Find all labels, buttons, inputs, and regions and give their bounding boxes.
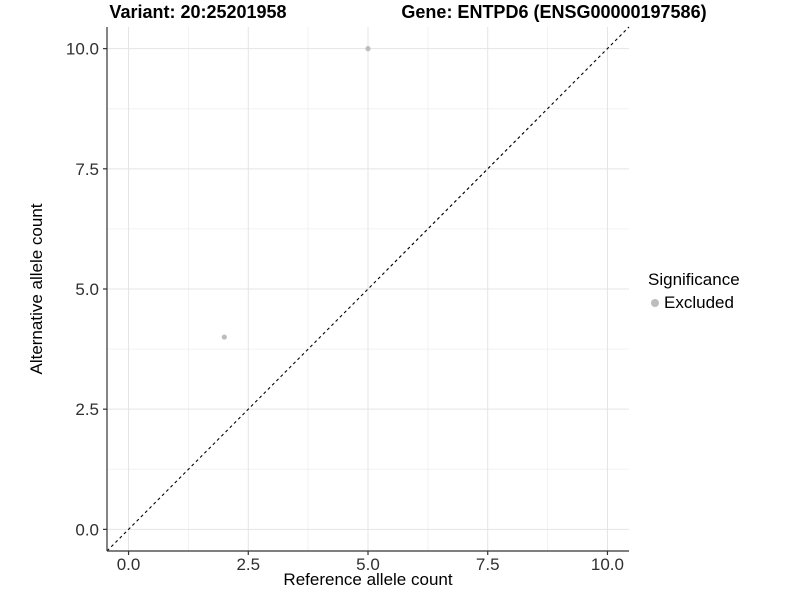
x-tick-label: 5.0 bbox=[356, 555, 380, 574]
x-tick-label: 7.5 bbox=[476, 555, 500, 574]
legend-item-label: Excluded bbox=[664, 293, 734, 312]
legend-title: Significance bbox=[648, 270, 740, 289]
y-axis-title: Alternative allele count bbox=[27, 203, 46, 375]
y-tick-label: 2.5 bbox=[75, 400, 99, 419]
x-axis-title: Reference allele count bbox=[283, 570, 453, 589]
y-tick-label: 0.0 bbox=[75, 520, 99, 539]
legend-item-excluded: Excluded bbox=[648, 293, 740, 313]
legend: Significance Excluded bbox=[648, 270, 740, 313]
data-point bbox=[221, 334, 227, 340]
x-tick-label: 10.0 bbox=[591, 555, 624, 574]
x-tick-label: 0.0 bbox=[117, 555, 141, 574]
y-tick-label: 10.0 bbox=[66, 40, 99, 59]
y-tick-label: 5.0 bbox=[75, 280, 99, 299]
excluded-point-icon bbox=[651, 299, 659, 307]
x-tick-label: 2.5 bbox=[236, 555, 260, 574]
gene-title: Gene: ENTPD6 (ENSG00000197586) bbox=[401, 2, 707, 22]
y-tick-label: 7.5 bbox=[75, 160, 99, 179]
data-point bbox=[365, 46, 371, 52]
variant-title: Variant: 20:25201958 bbox=[109, 2, 287, 22]
